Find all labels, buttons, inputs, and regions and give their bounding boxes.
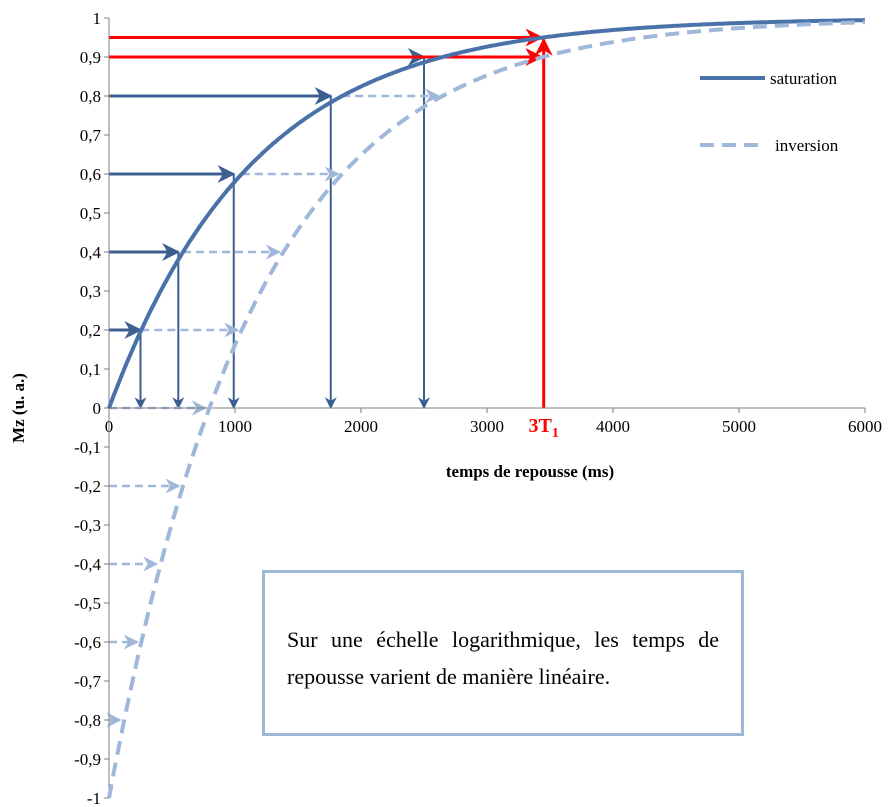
y-tick-label: 0,4 [80,243,102,262]
x-tick-label: 0 [105,417,114,436]
y-tick-label: -0,8 [74,711,101,730]
legend-saturation-label: saturation [770,69,838,88]
marker-3t1-label: 3T1 [529,415,559,441]
saturation-curve [107,18,866,409]
y-tick-label: -0,6 [74,633,101,652]
y-tick-label: 0 [93,399,102,418]
y-tick-label: 1 [93,9,102,28]
y-tick-label: -1 [87,789,101,807]
text-layer: 10,90,80,70,60,50,40,30,20,10-0,1-0,2-0,… [9,9,882,807]
y-tick-label: -0,2 [74,477,101,496]
x-tick-label: 4000 [596,417,630,436]
y-axis-title: Mz (u. a.) [9,373,28,443]
annotation-box: Sur une échelle logarithmique, les temps… [262,570,744,736]
marker-3t1-label-main: 3T [529,415,553,437]
y-tick-label: -0,5 [74,594,101,613]
y-tick-label: -0,7 [74,672,101,691]
x-tick-label: 6000 [848,417,882,436]
y-tick-label: 0,8 [80,87,101,106]
y-tick-label: 0,5 [80,204,101,223]
x-tick-label: 5000 [722,417,756,436]
y-tick-label: -0,9 [74,750,101,769]
x-tick-label: 3000 [470,417,504,436]
annotation-text: Sur une échelle logarithmique, les temps… [287,627,719,689]
inversion-curve [107,20,866,799]
marker-3t1-label-sub: 1 [552,426,559,441]
y-tick-label: 0,3 [80,282,101,301]
y-tick-label: 0,7 [80,126,102,145]
x-tick-label: 1000 [218,417,252,436]
legend-inversion-label: inversion [775,136,839,155]
y-tick-label: -0,1 [74,438,101,457]
y-tick-label: -0,3 [74,516,101,535]
y-tick-label: -0,4 [74,555,101,574]
series-layer [107,18,866,799]
x-tick-label: 2000 [344,417,378,436]
x-axis-title: temps de repousse (ms) [446,462,614,481]
y-tick-label: 0,9 [80,48,101,67]
y-tick-label: 0,6 [80,165,101,184]
y-tick-label: 0,1 [80,360,101,379]
y-tick-label: 0,2 [80,321,101,340]
